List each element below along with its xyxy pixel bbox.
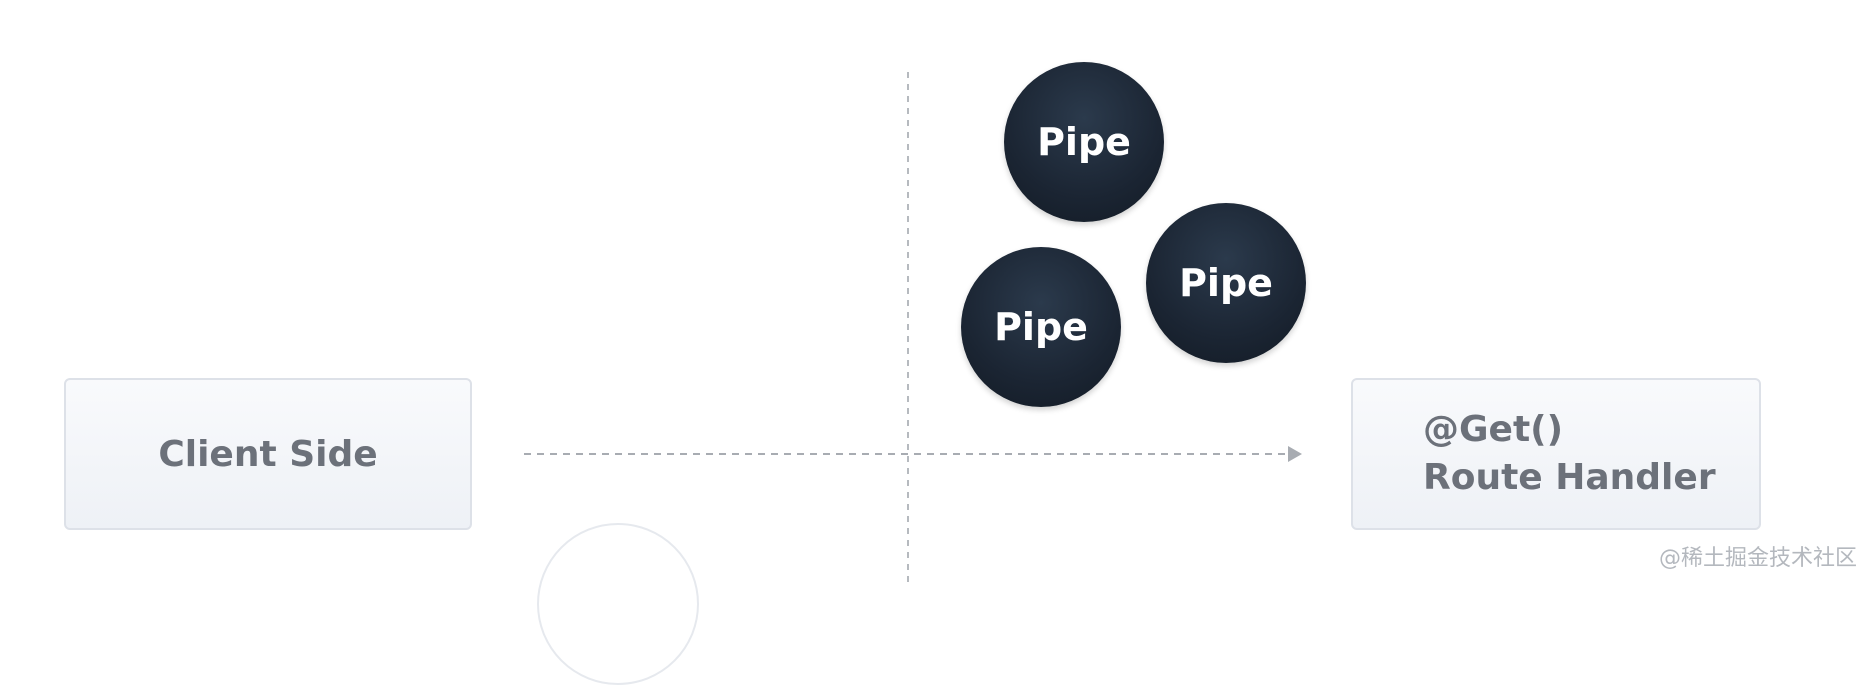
partial-circle (537, 523, 699, 685)
pipe-label: Pipe (1037, 120, 1131, 164)
route-handler-label: Route Handler (1423, 457, 1716, 498)
route-handler-decorator: @Get() (1423, 409, 1564, 450)
connector-lines (524, 72, 1302, 588)
pipes-diagram: Client Side @Get() Route Handler Pipe Pi… (64, 62, 1857, 685)
watermark-text: @稀土掘金技术社区 (1658, 546, 1857, 571)
pipe-label: Pipe (1179, 261, 1273, 305)
arrow-head-icon (1288, 446, 1302, 462)
client-side-box: Client Side (64, 378, 472, 530)
pipe-node: Pipe (1004, 62, 1164, 222)
pipe-node: Pipe (961, 247, 1121, 407)
pipe-node: Pipe (1146, 203, 1306, 363)
route-handler-box: @Get() Route Handler (1351, 378, 1761, 530)
pipe-label: Pipe (994, 305, 1088, 349)
client-side-label: Client Side (158, 433, 378, 475)
